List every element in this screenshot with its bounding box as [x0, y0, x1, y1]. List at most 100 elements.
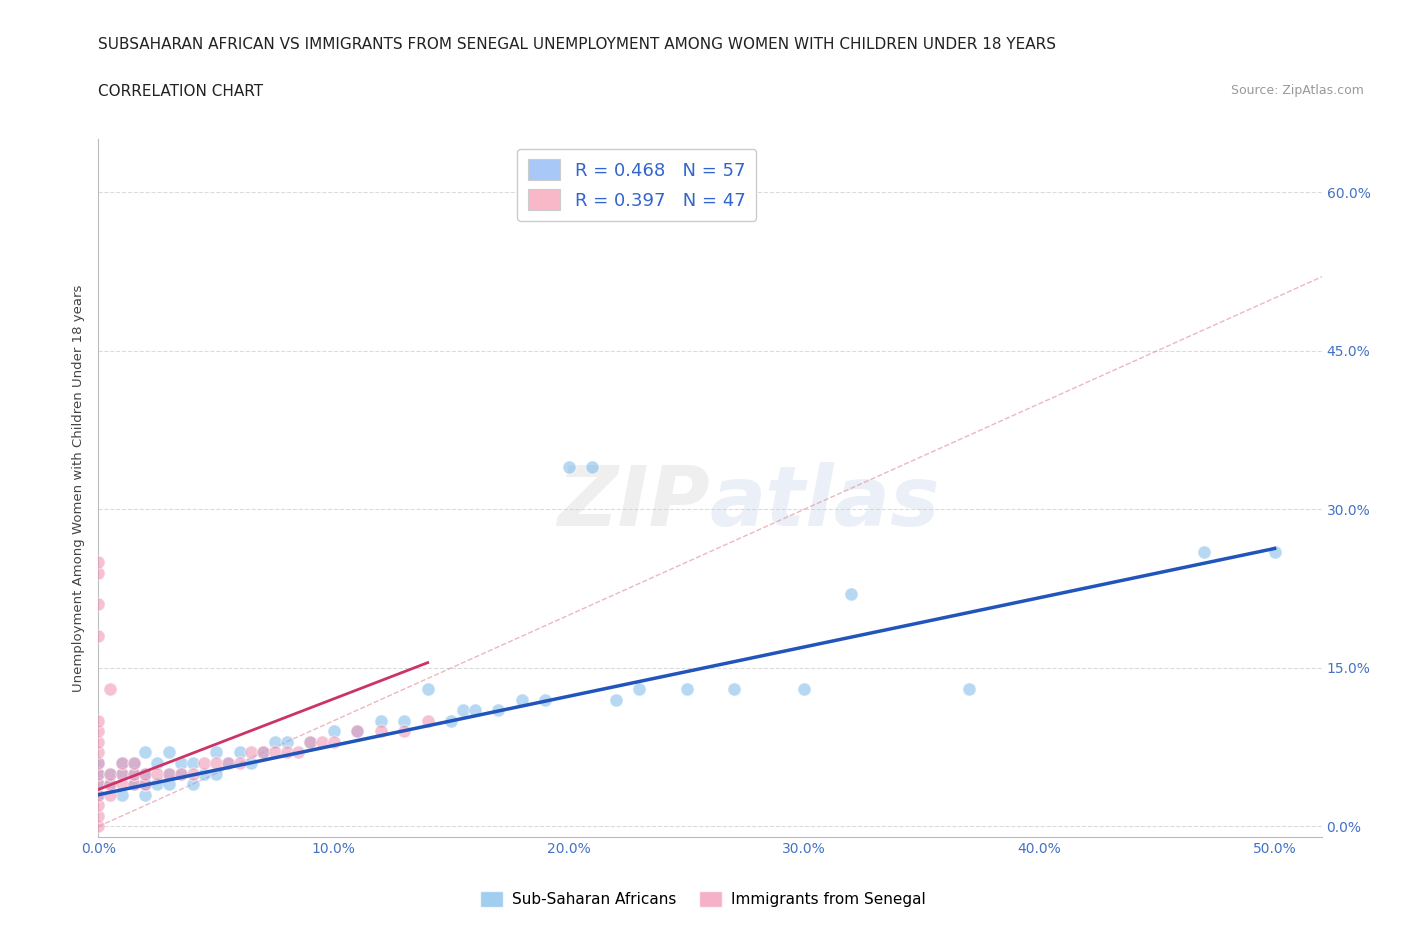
Point — [628, 682, 651, 697]
Point — [276, 735, 298, 750]
Point — [723, 682, 745, 697]
Point — [193, 755, 215, 770]
Point — [464, 703, 486, 718]
Point — [170, 755, 193, 770]
Point — [87, 808, 110, 823]
Text: SUBSAHARAN AFRICAN VS IMMIGRANTS FROM SENEGAL UNEMPLOYMENT AMONG WOMEN WITH CHIL: SUBSAHARAN AFRICAN VS IMMIGRANTS FROM SE… — [98, 37, 1056, 52]
Point — [346, 724, 368, 738]
Point — [263, 745, 285, 760]
Point — [1264, 544, 1286, 559]
Point — [87, 745, 110, 760]
Point — [87, 565, 110, 580]
Point — [322, 735, 344, 750]
Point — [157, 766, 180, 781]
Point — [122, 755, 145, 770]
Point — [252, 745, 274, 760]
Point — [87, 713, 110, 728]
Point — [87, 798, 110, 813]
Point — [122, 766, 145, 781]
Point — [87, 629, 110, 644]
Point — [605, 692, 627, 707]
Point — [98, 777, 121, 791]
Point — [1192, 544, 1215, 559]
Point — [134, 766, 156, 781]
Point — [87, 766, 110, 781]
Point — [134, 766, 156, 781]
Point — [134, 777, 156, 791]
Point — [416, 713, 439, 728]
Point — [276, 745, 298, 760]
Point — [87, 788, 110, 803]
Point — [122, 777, 145, 791]
Point — [181, 766, 204, 781]
Point — [370, 713, 392, 728]
Point — [299, 735, 322, 750]
Point — [311, 735, 333, 750]
Point — [510, 692, 533, 707]
Point — [299, 735, 322, 750]
Point — [134, 788, 156, 803]
Y-axis label: Unemployment Among Women with Children Under 18 years: Unemployment Among Women with Children U… — [72, 285, 84, 692]
Point — [793, 682, 815, 697]
Point — [122, 755, 145, 770]
Point — [228, 755, 250, 770]
Point — [181, 755, 204, 770]
Text: ZIP: ZIP — [557, 461, 710, 543]
Point — [263, 735, 285, 750]
Point — [122, 777, 145, 791]
Point — [87, 755, 110, 770]
Point — [205, 766, 228, 781]
Point — [217, 755, 239, 770]
Point — [416, 682, 439, 697]
Point — [111, 755, 134, 770]
Point — [87, 735, 110, 750]
Point — [98, 777, 121, 791]
Point — [87, 819, 110, 834]
Text: Source: ZipAtlas.com: Source: ZipAtlas.com — [1230, 84, 1364, 97]
Point — [146, 755, 169, 770]
Point — [98, 766, 121, 781]
Point — [392, 713, 416, 728]
Point — [111, 755, 134, 770]
Point — [98, 682, 121, 697]
Point — [228, 745, 250, 760]
Point — [87, 555, 110, 570]
Point — [87, 597, 110, 612]
Point — [205, 745, 228, 760]
Point — [146, 777, 169, 791]
Point — [486, 703, 509, 718]
Point — [98, 788, 121, 803]
Point — [111, 788, 134, 803]
Point — [558, 459, 581, 474]
Legend: Sub-Saharan Africans, Immigrants from Senegal: Sub-Saharan Africans, Immigrants from Se… — [474, 884, 932, 913]
Point — [287, 745, 309, 760]
Point — [87, 777, 110, 791]
Point — [534, 692, 557, 707]
Point — [440, 713, 463, 728]
Point — [581, 459, 603, 474]
Point — [111, 766, 134, 781]
Point — [217, 755, 239, 770]
Point — [193, 766, 215, 781]
Point — [370, 724, 392, 738]
Point — [240, 755, 263, 770]
Point — [675, 682, 697, 697]
Text: atlas: atlas — [710, 461, 941, 543]
Point — [322, 724, 344, 738]
Point — [157, 745, 180, 760]
Point — [87, 724, 110, 738]
Point — [134, 777, 156, 791]
Point — [157, 766, 180, 781]
Point — [87, 766, 110, 781]
Point — [252, 745, 274, 760]
Point — [111, 777, 134, 791]
Point — [157, 777, 180, 791]
Point — [346, 724, 368, 738]
Point — [240, 745, 263, 760]
Point — [134, 745, 156, 760]
Point — [87, 777, 110, 791]
Point — [181, 777, 204, 791]
Point — [392, 724, 416, 738]
Text: CORRELATION CHART: CORRELATION CHART — [98, 84, 263, 99]
Point — [87, 788, 110, 803]
